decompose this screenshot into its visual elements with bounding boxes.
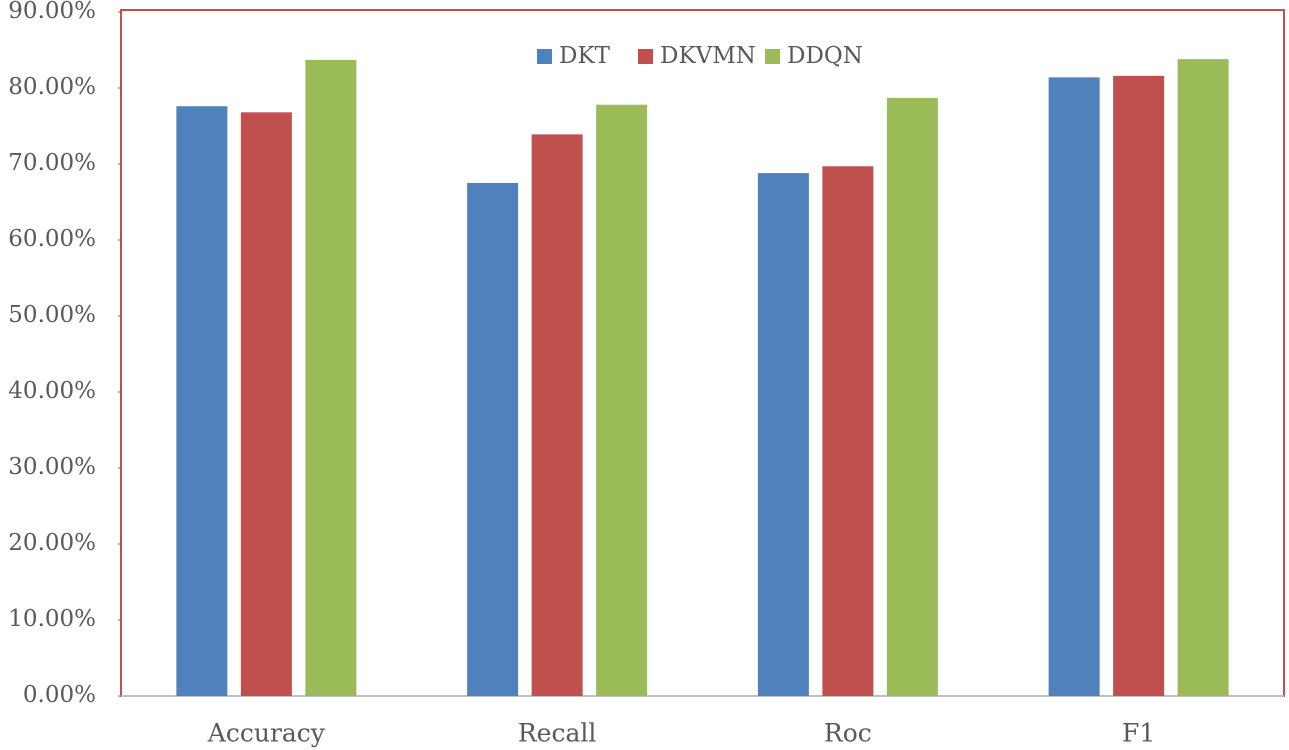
y-tick-label: 40.00% <box>8 378 96 404</box>
y-tick-label: 60.00% <box>8 226 96 252</box>
x-tick-label: F1 <box>1122 719 1155 748</box>
plot-frame <box>120 9 1285 697</box>
bar <box>757 173 809 696</box>
y-tick-label: 20.00% <box>8 530 96 556</box>
bar <box>176 106 228 697</box>
y-tick-label: 10.00% <box>8 606 96 632</box>
bar <box>886 97 938 696</box>
legend-swatch <box>638 49 653 64</box>
y-tick-label: 90.00% <box>8 0 96 24</box>
y-tick-label: 30.00% <box>8 454 96 480</box>
x-tick-label: Roc <box>824 719 872 748</box>
bar <box>1177 59 1229 697</box>
x-tick-label: Accuracy <box>207 719 326 748</box>
y-tick-label: 70.00% <box>8 150 96 176</box>
bar <box>596 104 648 697</box>
legend-label: DKVMN <box>660 43 756 69</box>
bar <box>1113 75 1165 697</box>
bar <box>305 59 357 696</box>
x-tick-label: Recall <box>518 719 597 748</box>
bar <box>240 112 292 696</box>
legend-swatch <box>765 49 780 64</box>
bar <box>822 166 874 696</box>
y-tick-label: 0.00% <box>23 682 96 708</box>
legend-label: DDQN <box>787 43 863 69</box>
bar <box>1048 77 1100 697</box>
y-tick-label: 80.00% <box>8 74 96 100</box>
y-tick-label: 50.00% <box>8 302 96 328</box>
bar <box>467 183 519 696</box>
legend-swatch <box>537 49 552 64</box>
bar <box>531 134 583 697</box>
legend-label: DKT <box>559 43 611 69</box>
